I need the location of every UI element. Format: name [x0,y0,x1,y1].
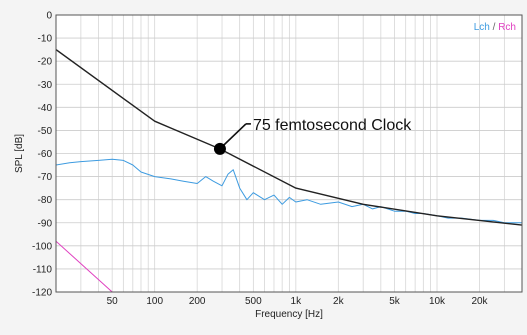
legend-separator: / [490,22,498,33]
annotation-leader-line [222,123,247,147]
x-tick-label: 500 [245,296,262,307]
legend: Lch / Rch [474,22,516,33]
x-tick-label: 50 [107,296,119,307]
legend-item-rch: Rch [498,22,516,33]
x-axis-label: Frequency [Hz] [255,309,323,320]
y-tick-label: -10 [38,34,53,45]
x-tick-label: 200 [189,296,206,307]
rch-series [56,240,113,292]
legend-item-lch: Lch [474,22,490,33]
clock-jitter-series [56,49,522,226]
x-tick-label: 10k [429,296,446,307]
x-tick-label: 2k [333,296,345,307]
y-tick-label: -120 [32,288,52,299]
y-tick-label: -90 [38,218,53,229]
y-axis-label: SPL [dB] [14,134,25,173]
y-tick-label: -100 [32,241,52,252]
y-tick-label: -40 [38,103,53,114]
x-tick-label: 1k [291,296,303,307]
plot-frame [55,14,523,293]
y-tick-label: -80 [38,195,53,206]
x-tick-label: 20k [471,296,488,307]
y-tick-label: -70 [38,172,53,183]
x-tick-label: 5k [389,296,401,307]
y-tick-label: -20 [38,57,53,68]
y-tick-label: -50 [38,126,53,137]
y-tick-label: 0 [46,11,52,22]
x-tick-label: 100 [146,296,163,307]
y-tick-label: -30 [38,80,53,91]
y-tick-label: -110 [33,264,53,275]
annotation-marker [213,142,226,155]
y-tick-label: -60 [38,149,53,160]
annotation-label: 75 femtosecond Clock [253,117,412,134]
